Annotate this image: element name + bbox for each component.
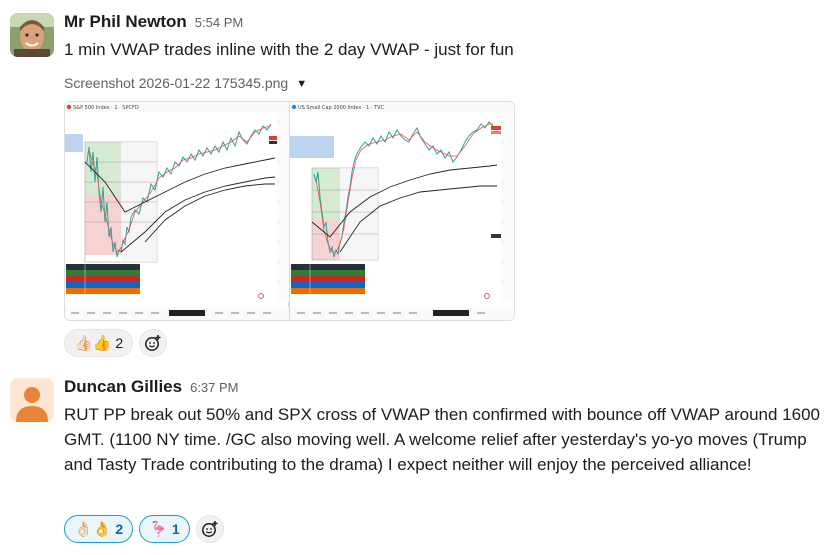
add-reaction-icon	[145, 335, 161, 351]
caret-down-icon[interactable]: ▼	[296, 78, 308, 90]
ok-hand-icon: 👌🏻👌	[74, 520, 112, 538]
flamingo-icon: 🦩	[149, 520, 168, 538]
chart-screenshot-image: S&P 500 Index · 1 · SPCFD	[65, 102, 514, 320]
left-chart-panel: S&P 500 Index · 1 · SPCFD	[65, 102, 289, 320]
message-time[interactable]: 5:54 PM	[194, 15, 244, 30]
message-header: Duncan Gillies 6:37 PM	[64, 377, 239, 397]
reaction-ok-hand[interactable]: 👌🏻👌 2	[64, 515, 134, 543]
avatar[interactable]	[10, 13, 54, 57]
message-text: RUT PP break out 50% and SPX cross of VW…	[64, 405, 820, 474]
message-phil-newton: Mr Phil Newton 5:54 PM 1 min VWAP trades …	[10, 12, 515, 357]
reaction-count: 2	[115, 521, 124, 537]
add-reaction-icon	[201, 521, 218, 537]
author-name[interactable]: Duncan Gillies	[64, 377, 183, 396]
add-reaction-button[interactable]	[195, 515, 224, 543]
message-header: Mr Phil Newton 5:54 PM	[64, 12, 243, 32]
reaction-bar: 👍🏻👍 2	[64, 329, 168, 357]
reaction-count: 1	[171, 521, 180, 537]
reaction-count: 2	[115, 335, 124, 351]
right-price-axis	[501, 112, 514, 302]
add-reaction-button[interactable]	[139, 329, 168, 357]
attachment-filename-label: Screenshot 2026-01-22 175345.png	[64, 75, 289, 91]
attachment-filename[interactable]: Screenshot 2026-01-22 175345.png ▼	[64, 75, 307, 91]
reaction-thumbs-up[interactable]: 👍🏻👍 2	[64, 329, 134, 357]
message-text: 1 min VWAP trades inline with the 2 day …	[64, 40, 514, 59]
right-data-table	[291, 264, 365, 294]
message-time[interactable]: 6:37 PM	[190, 380, 239, 395]
screenshot-attachment[interactable]: S&P 500 Index · 1 · SPCFD	[64, 101, 515, 321]
right-chart-panel: US Small Cap 2000 Index · 1 · TVC	[290, 102, 514, 320]
left-price-axis	[277, 112, 289, 302]
left-data-table	[66, 264, 140, 294]
left-chart-header-text: S&P 500 Index · 1 · SPCFD	[73, 105, 139, 111]
avatar[interactable]	[10, 378, 54, 422]
message-duncan-gillies: Duncan Gillies 6:37 PM RUT PP break out 5…	[0, 365, 837, 555]
reaction-flamingo[interactable]: 🦩 1	[139, 515, 190, 543]
reaction-bar: 👌🏻👌 2 🦩 1	[64, 515, 224, 543]
author-name[interactable]: Mr Phil Newton	[64, 12, 187, 31]
thumbs-up-icon: 👍🏻👍	[74, 334, 112, 352]
right-chart-header-text: US Small Cap 2000 Index · 1 · TVC	[298, 105, 384, 111]
